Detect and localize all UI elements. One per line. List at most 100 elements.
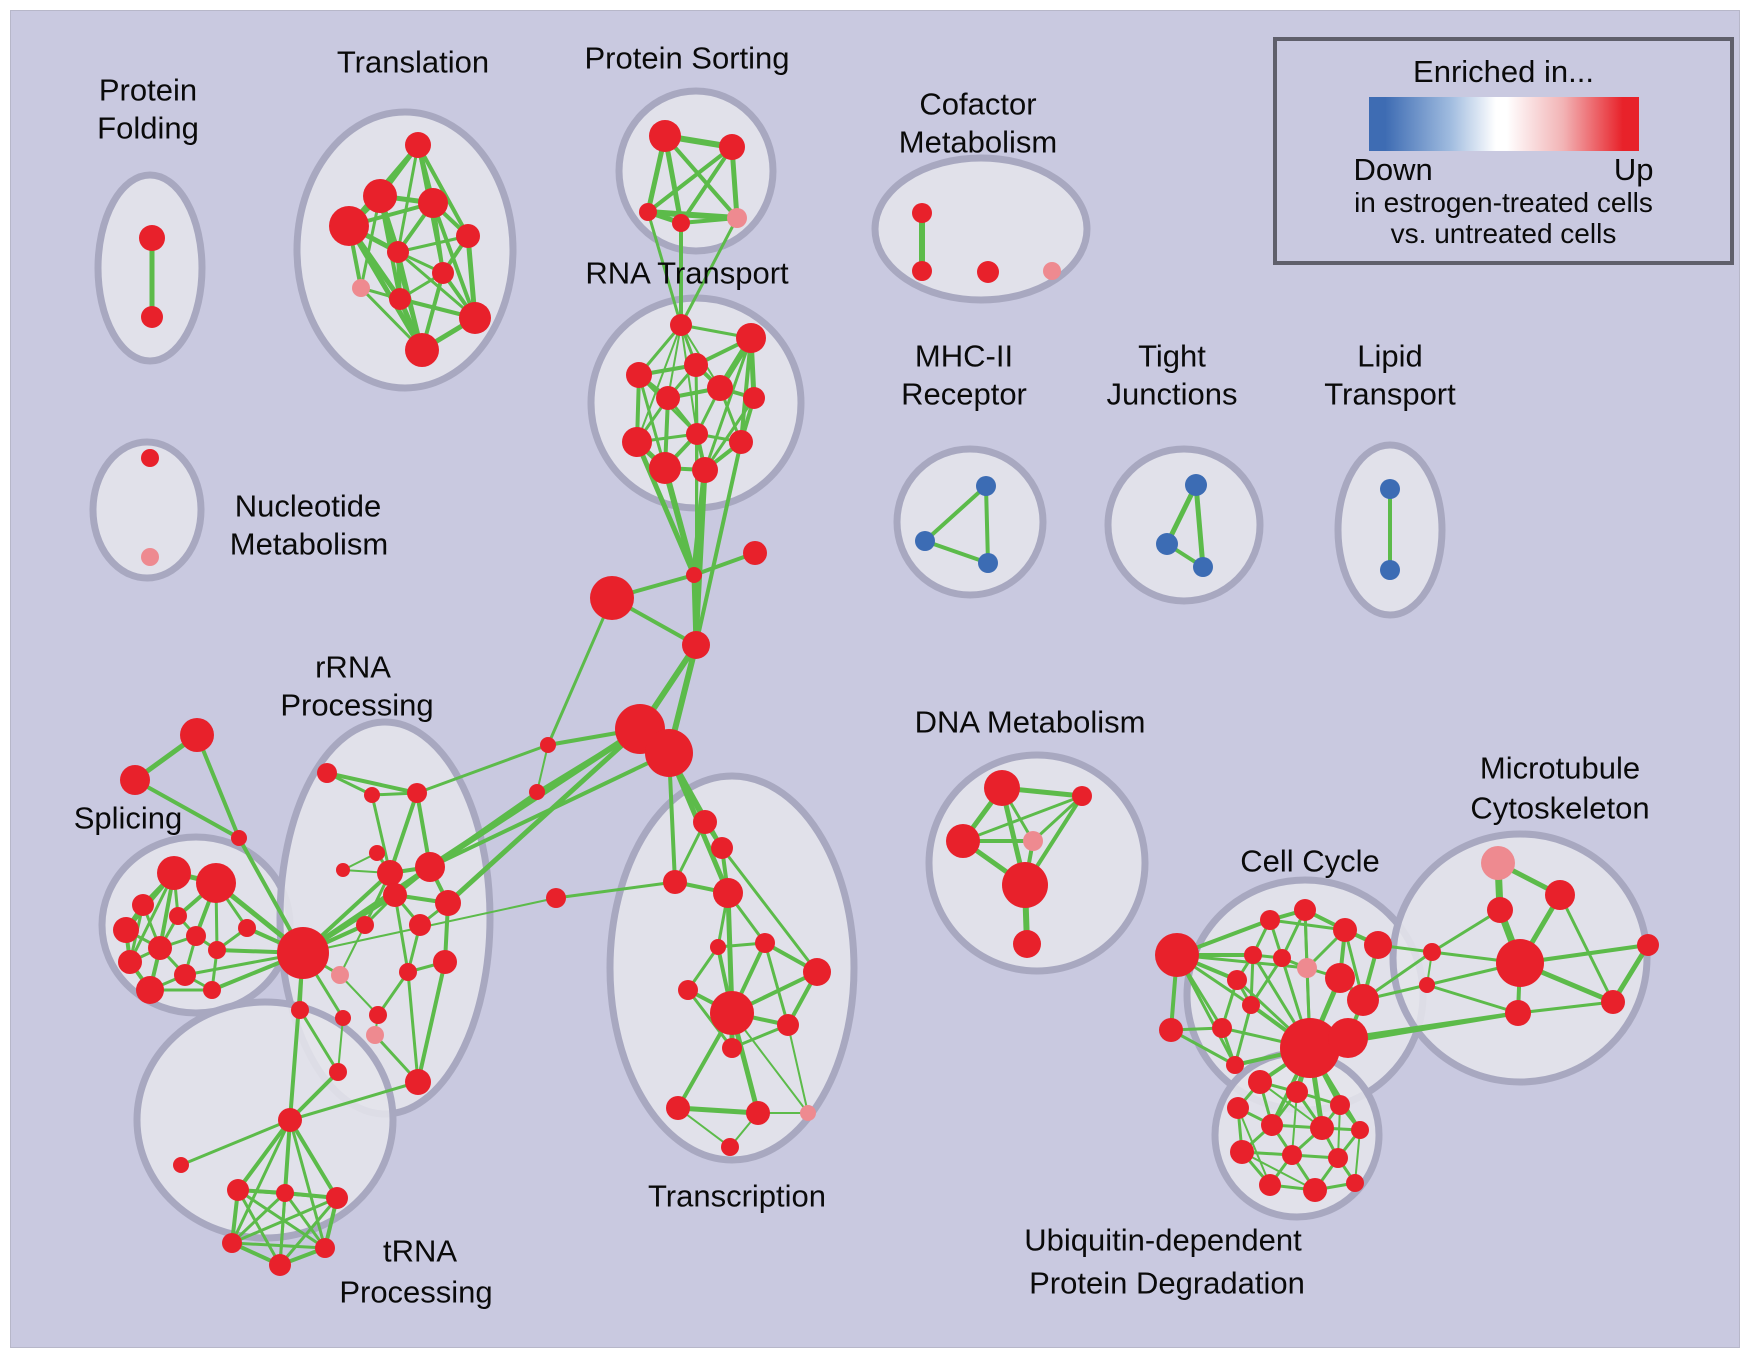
gene-set-node[interactable] — [590, 576, 634, 620]
gene-set-node[interactable] — [1212, 1018, 1232, 1038]
gene-set-node[interactable] — [1297, 958, 1317, 978]
gene-set-node[interactable] — [186, 926, 206, 946]
gene-set-node[interactable] — [678, 980, 698, 1000]
gene-set-node[interactable] — [405, 333, 439, 367]
gene-set-node[interactable] — [356, 916, 374, 934]
gene-set-node[interactable] — [409, 914, 431, 936]
gene-set-node[interactable] — [1259, 1174, 1281, 1196]
gene-set-node[interactable] — [227, 1179, 249, 1201]
gene-set-node[interactable] — [435, 890, 461, 916]
gene-set-node[interactable] — [684, 353, 708, 377]
gene-set-node[interactable] — [196, 863, 236, 903]
gene-set-node[interactable] — [1505, 1000, 1531, 1026]
gene-set-node[interactable] — [1419, 977, 1435, 993]
gene-set-node[interactable] — [329, 1063, 347, 1081]
gene-set-node[interactable] — [743, 387, 765, 409]
gene-set-node[interactable] — [222, 1233, 242, 1253]
gene-set-node[interactable] — [1545, 880, 1575, 910]
gene-set-node[interactable] — [912, 203, 932, 223]
gene-set-node[interactable] — [540, 737, 556, 753]
gene-set-node[interactable] — [238, 919, 256, 937]
gene-set-node[interactable] — [139, 225, 165, 251]
gene-set-node[interactable] — [1328, 1018, 1368, 1058]
gene-set-node[interactable] — [1303, 1178, 1327, 1202]
gene-set-node[interactable] — [407, 783, 427, 803]
gene-set-node[interactable] — [800, 1105, 816, 1121]
gene-set-node[interactable] — [1248, 1070, 1272, 1094]
gene-set-node[interactable] — [335, 1010, 351, 1026]
gene-set-node[interactable] — [277, 927, 329, 979]
gene-set-node[interactable] — [686, 423, 708, 445]
gene-set-node[interactable] — [118, 950, 142, 974]
gene-set-node[interactable] — [978, 553, 998, 573]
gene-set-node[interactable] — [672, 214, 690, 232]
gene-set-node[interactable] — [203, 981, 221, 999]
gene-set-node[interactable] — [1261, 1114, 1283, 1136]
gene-set-node[interactable] — [278, 1108, 302, 1132]
gene-set-node[interactable] — [976, 476, 996, 496]
gene-set-node[interactable] — [141, 449, 159, 467]
gene-set-node[interactable] — [169, 907, 187, 925]
gene-set-node[interactable] — [1193, 557, 1213, 577]
gene-set-node[interactable] — [707, 375, 733, 401]
gene-set-node[interactable] — [180, 718, 214, 752]
gene-set-node[interactable] — [692, 457, 718, 483]
gene-set-node[interactable] — [1286, 1081, 1308, 1103]
gene-set-node[interactable] — [743, 541, 767, 565]
gene-set-node[interactable] — [729, 430, 753, 454]
gene-set-node[interactable] — [645, 729, 693, 777]
gene-set-node[interactable] — [649, 120, 681, 152]
gene-set-node[interactable] — [141, 306, 163, 328]
gene-set-node[interactable] — [363, 179, 397, 213]
gene-set-node[interactable] — [231, 830, 247, 846]
gene-set-node[interactable] — [415, 852, 445, 882]
gene-set-node[interactable] — [727, 208, 747, 228]
gene-set-node[interactable] — [777, 1014, 799, 1036]
gene-set-node[interactable] — [946, 824, 980, 858]
gene-set-node[interactable] — [693, 810, 717, 834]
gene-set-node[interactable] — [317, 763, 337, 783]
gene-set-node[interactable] — [1242, 996, 1260, 1014]
gene-set-node[interactable] — [418, 188, 448, 218]
gene-set-node[interactable] — [1072, 786, 1092, 806]
gene-set-node[interactable] — [984, 770, 1020, 806]
gene-set-node[interactable] — [1227, 970, 1247, 990]
gene-set-node[interactable] — [1023, 831, 1043, 851]
gene-set-node[interactable] — [1159, 1018, 1183, 1042]
gene-set-node[interactable] — [1002, 862, 1048, 908]
gene-set-node[interactable] — [1185, 474, 1207, 496]
gene-set-node[interactable] — [622, 427, 652, 457]
gene-set-node[interactable] — [377, 860, 403, 886]
gene-set-node[interactable] — [1325, 963, 1355, 993]
gene-set-node[interactable] — [1294, 899, 1316, 921]
gene-set-node[interactable] — [387, 241, 409, 263]
gene-set-node[interactable] — [915, 531, 935, 551]
gene-set-node[interactable] — [1330, 1095, 1350, 1115]
gene-set-node[interactable] — [389, 288, 411, 310]
gene-set-node[interactable] — [663, 870, 687, 894]
gene-set-node[interactable] — [722, 1038, 742, 1058]
gene-set-node[interactable] — [656, 386, 680, 410]
gene-set-node[interactable] — [459, 302, 491, 334]
gene-set-node[interactable] — [746, 1101, 770, 1125]
gene-set-node[interactable] — [366, 1026, 384, 1044]
gene-set-node[interactable] — [148, 936, 172, 960]
gene-set-node[interactable] — [1230, 1140, 1254, 1164]
gene-set-node[interactable] — [1333, 918, 1357, 942]
gene-set-node[interactable] — [174, 964, 196, 986]
gene-set-node[interactable] — [136, 976, 164, 1004]
gene-set-node[interactable] — [1155, 933, 1199, 977]
gene-set-node[interactable] — [721, 1138, 739, 1156]
gene-set-node[interactable] — [686, 567, 702, 583]
gene-set-node[interactable] — [120, 765, 150, 795]
gene-set-node[interactable] — [719, 134, 745, 160]
gene-set-node[interactable] — [666, 1096, 690, 1120]
gene-set-node[interactable] — [529, 784, 545, 800]
gene-set-node[interactable] — [626, 362, 652, 388]
gene-set-node[interactable] — [1601, 990, 1625, 1014]
gene-set-node[interactable] — [405, 132, 431, 158]
gene-set-node[interactable] — [670, 314, 692, 336]
gene-set-node[interactable] — [336, 863, 350, 877]
gene-set-node[interactable] — [1226, 1056, 1244, 1074]
gene-set-node[interactable] — [433, 950, 457, 974]
